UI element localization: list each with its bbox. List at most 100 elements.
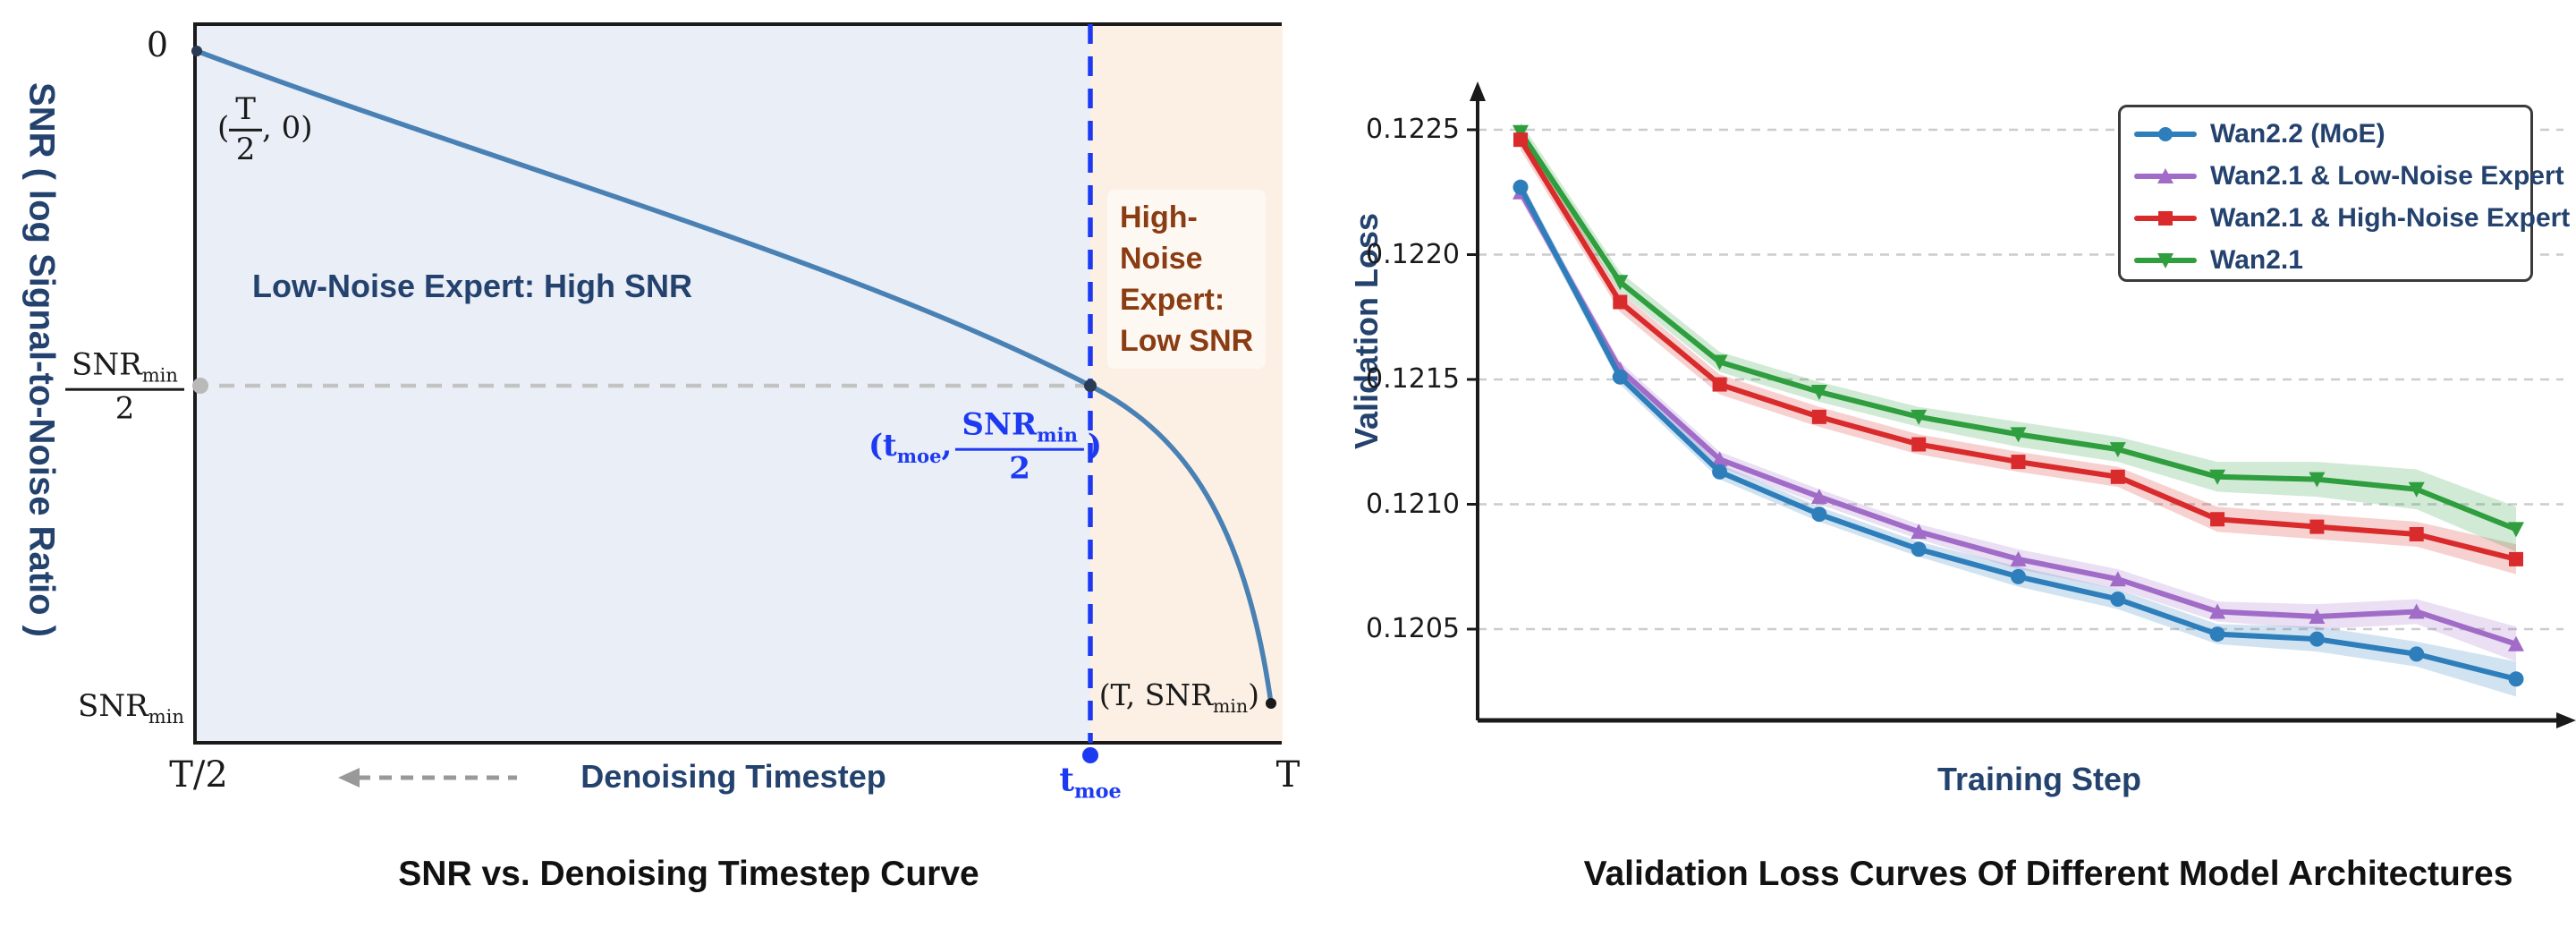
y-tick-label: 0.1220 [1366, 238, 1460, 270]
marker-square [2110, 469, 2125, 484]
ytick-snr-min: SNRmin [78, 688, 184, 728]
marker-square [1613, 294, 1628, 310]
y-tick-label: 0.1225 [1366, 114, 1460, 145]
marker-circle [2508, 671, 2524, 687]
y-tick-label: 0.1215 [1366, 363, 1460, 395]
legend-item-Wan2.1 & Low-Noise Expert: Wan2.1 & Low-Noise Expert [2133, 155, 2564, 197]
snr-y-axis-title: SNR ( log Signal-to-Noise Ratio ) [21, 82, 62, 637]
x-axis-arrowhead [2556, 712, 2576, 728]
training-step-axis-title: Training Step [1936, 761, 2142, 797]
marker-circle [1612, 369, 1628, 385]
marker-triangle-up [2209, 603, 2226, 619]
marker-triangle-down [2408, 481, 2425, 498]
square-icon [2158, 210, 2173, 226]
end-point-post: ) [1248, 677, 1259, 713]
triangle-down-legend-swatch [2134, 252, 2197, 268]
y-axis-arrowhead [1470, 81, 1486, 101]
marker-triangle-up [1711, 451, 1728, 467]
legend-item-Wan2.1 & High-Noise Expert: Wan2.1 & High-Noise Expert [2133, 197, 2570, 239]
denoising-timestep-label: Denoising Timestep [580, 758, 886, 795]
legend-label: Wan2.2 (MoE) [2210, 118, 2385, 149]
snr-half-main: SNR [72, 346, 142, 383]
marker-triangle-down [1513, 124, 1529, 140]
low-noise-region [197, 26, 1094, 741]
marker-circle [2409, 646, 2425, 662]
marker-circle [2209, 626, 2225, 643]
marker-triangle-up [2109, 571, 2126, 587]
marker-triangle-up [1513, 183, 1529, 200]
high-noise-line-2: Noise [1120, 242, 1203, 276]
marker-triangle-down [1911, 409, 1928, 425]
end-point-label: (T, SNRmin) [1099, 677, 1259, 717]
timestep-direction-arrowhead [338, 768, 360, 788]
tmoe-sub: moe [1073, 779, 1122, 804]
marker-square [1513, 132, 1528, 148]
marker-triangle-down [2309, 472, 2326, 488]
xtick-tmoe: tmoe [1059, 761, 1121, 803]
marker-triangle-down [1711, 354, 1728, 370]
marker-square [2210, 512, 2225, 527]
end-point-sub: min [1213, 694, 1249, 717]
marker-triangle-up [2309, 609, 2326, 625]
moe-t: t [883, 428, 897, 464]
marker-square [1911, 437, 1927, 452]
marker-square [2309, 519, 2325, 534]
snr-min-main: SNR [78, 688, 148, 725]
marker-circle [1513, 179, 1529, 195]
moe-point-label: (tmoe, SNRmin 2) [868, 406, 1102, 487]
legend-item-Wan2.1: Wan2.1 [2133, 239, 2514, 281]
start-point-open: ( [217, 110, 230, 146]
left-panel-title: SNR vs. Denoising Timestep Curve [398, 855, 979, 893]
high-noise-line-4: Low SNR [1120, 324, 1254, 358]
marker-circle [2309, 631, 2325, 647]
marker-circle [1911, 541, 1927, 558]
marker-circle [1712, 464, 1728, 480]
start-point-close: , 0) [261, 110, 313, 146]
marker-circle [2110, 592, 2126, 608]
square-legend-swatch [2134, 210, 2197, 226]
ytick-snr-half: SNRmin 2 [65, 346, 184, 427]
high-noise-line-3: Expert: [1120, 283, 1225, 317]
moe-comma: , [941, 428, 953, 464]
snr-half-sub: min [141, 363, 178, 387]
xtick-t-half: T/2 [169, 754, 228, 796]
moe-den: 2 [1009, 450, 1030, 487]
start-point-den: 2 [235, 131, 256, 167]
snr-half-den: 2 [114, 390, 135, 427]
moe-num-sub: min [1037, 423, 1078, 447]
marker-square [2509, 551, 2523, 566]
start-point-label: (T 2, 0) [217, 93, 313, 167]
tmoe-main: t [1059, 761, 1074, 799]
marker-circle [1811, 507, 1827, 523]
marker-triangle-up [1612, 361, 1629, 377]
marker-triangle-up [2408, 603, 2425, 619]
start-point-num: T [229, 93, 262, 132]
marker-triangle-up [1911, 524, 1928, 540]
marker-triangle-down [1612, 275, 1629, 291]
circle-icon [2158, 126, 2173, 141]
y-tick-label: 0.1205 [1366, 613, 1460, 644]
high-noise-region-label: High- Noise Expert: Low SNR [1107, 190, 1267, 369]
marker-triangle-down [1810, 384, 1827, 400]
marker-triangle-up [2508, 635, 2524, 651]
moe-close: ) [1087, 428, 1102, 464]
snr-plot-box [193, 22, 1283, 745]
y-tick-label: 0.1210 [1366, 488, 1460, 520]
high-noise-region [1090, 26, 1283, 741]
marker-square [2011, 455, 2026, 470]
snr-min-sub: min [148, 704, 184, 728]
low-noise-region-label: Low-Noise Expert: High SNR [251, 268, 693, 304]
marker-circle [2011, 568, 2026, 584]
marker-triangle-up [2010, 550, 2027, 566]
moe-num: SNR [962, 406, 1038, 443]
legend-label: Wan2.1 & Low-Noise Expert [2210, 160, 2564, 191]
moe-open: ( [868, 428, 884, 464]
right-panel-title: Validation Loss Curves Of Different Mode… [1583, 855, 2513, 893]
moe-t-sub: moe [896, 444, 942, 467]
legend-label: Wan2.1 & High-Noise Expert [2210, 202, 2571, 233]
circle-legend-swatch [2134, 126, 2197, 141]
xtick-t: T [1275, 754, 1301, 796]
marker-triangle-down [2508, 522, 2524, 538]
marker-triangle-down [2010, 427, 2027, 443]
